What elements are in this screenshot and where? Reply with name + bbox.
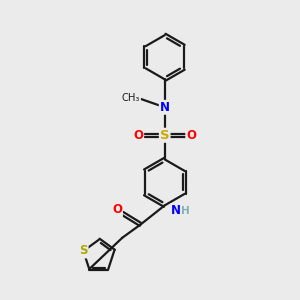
Text: N: N bbox=[171, 204, 181, 217]
Text: O: O bbox=[186, 129, 196, 142]
Text: S: S bbox=[79, 244, 88, 257]
Text: O: O bbox=[112, 203, 122, 216]
Text: H: H bbox=[181, 206, 190, 216]
Text: O: O bbox=[133, 129, 143, 142]
Text: S: S bbox=[160, 129, 169, 142]
Text: N: N bbox=[160, 101, 170, 114]
Text: CH₃: CH₃ bbox=[122, 93, 140, 103]
